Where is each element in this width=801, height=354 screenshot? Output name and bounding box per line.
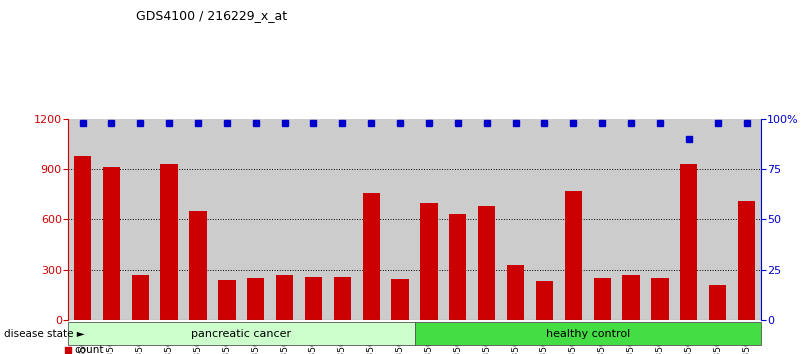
Bar <box>617 119 646 320</box>
Bar <box>709 285 727 320</box>
Bar <box>738 201 755 320</box>
Bar <box>212 119 241 320</box>
Bar <box>565 191 582 320</box>
Bar <box>646 119 674 320</box>
Bar <box>328 119 356 320</box>
Bar <box>218 280 235 320</box>
Text: pancreatic cancer: pancreatic cancer <box>191 329 292 339</box>
Bar <box>305 278 322 320</box>
Bar <box>68 119 97 320</box>
Bar <box>530 119 559 320</box>
Bar <box>131 275 149 320</box>
Bar <box>385 119 415 320</box>
Bar <box>449 215 466 320</box>
Bar <box>732 119 761 320</box>
Bar <box>478 206 495 320</box>
Bar <box>507 265 524 320</box>
Bar <box>97 119 126 320</box>
Bar <box>155 119 183 320</box>
Bar <box>126 119 155 320</box>
Bar <box>444 119 473 320</box>
Bar <box>160 164 178 320</box>
Bar <box>594 278 611 320</box>
Bar <box>674 119 703 320</box>
Bar <box>334 277 351 320</box>
Bar <box>356 119 385 320</box>
Bar <box>247 278 264 320</box>
Bar <box>473 119 501 320</box>
FancyBboxPatch shape <box>68 322 415 345</box>
Bar <box>189 211 207 320</box>
Bar <box>183 119 212 320</box>
Bar <box>363 193 380 320</box>
Text: disease state ►: disease state ► <box>4 329 85 339</box>
Bar <box>501 119 530 320</box>
Bar <box>651 278 669 320</box>
Bar <box>299 119 328 320</box>
Bar <box>536 281 553 320</box>
Text: count: count <box>74 345 103 354</box>
Bar <box>276 275 293 320</box>
Bar <box>680 164 698 320</box>
Bar <box>703 119 732 320</box>
FancyBboxPatch shape <box>415 322 761 345</box>
Bar <box>74 156 91 320</box>
Text: GDS4100 / 216229_x_at: GDS4100 / 216229_x_at <box>136 9 288 22</box>
Bar <box>588 119 617 320</box>
Bar <box>622 275 640 320</box>
Bar <box>103 167 120 320</box>
Bar <box>421 202 437 320</box>
Bar <box>392 279 409 320</box>
Text: healthy control: healthy control <box>545 329 630 339</box>
Bar <box>559 119 588 320</box>
Bar <box>270 119 299 320</box>
Bar <box>241 119 270 320</box>
Bar <box>415 119 444 320</box>
